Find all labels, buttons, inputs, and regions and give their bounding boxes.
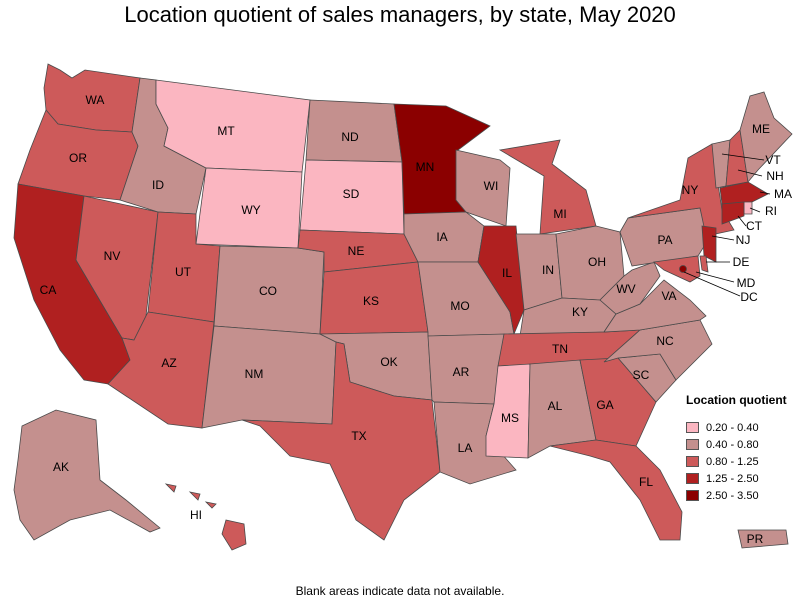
state-label-ms: MS <box>501 411 519 425</box>
state-label-mi: MI <box>553 207 566 221</box>
state-label-pr: PR <box>747 532 764 546</box>
state-label-nj: NJ <box>736 233 751 247</box>
legend-item: 0.40 - 0.80 <box>686 436 796 453</box>
legend-label: 1.25 - 2.50 <box>706 472 759 485</box>
state-tx[interactable] <box>241 341 441 541</box>
state-label-az: AZ <box>161 356 176 370</box>
state-label-sd: SD <box>343 187 360 201</box>
state-label-in: IN <box>542 263 554 277</box>
state-label-md: MD <box>737 276 756 290</box>
legend-item: 1.25 - 2.50 <box>686 470 796 487</box>
state-label-ca: CA <box>40 283 57 297</box>
state-label-ma: MA <box>774 187 792 201</box>
state-label-ky: KY <box>572 305 588 319</box>
state-labels: WA OR CA NV ID MT WY UT AZ CO NM ND SD NE KS OK TX MN IA MO… <box>40 93 792 546</box>
state-label-nv: NV <box>104 249 121 263</box>
state-label-nc: NC <box>656 334 674 348</box>
state-ak[interactable] <box>13 409 161 541</box>
state-label-al: AL <box>548 399 563 413</box>
state-label-vt: VT <box>765 153 781 167</box>
state-label-mo: MO <box>450 299 469 313</box>
legend-item: 0.20 - 0.40 <box>686 419 796 436</box>
legend: Location quotient 0.20 - 0.40 0.40 - 0.80… <box>686 393 796 504</box>
legend-label: 2.50 - 3.50 <box>706 489 759 502</box>
state-hi[interactable] <box>164 483 247 551</box>
state-label-id: ID <box>152 178 164 192</box>
state-in[interactable] <box>515 233 563 311</box>
state-label-wa: WA <box>86 93 105 107</box>
state-ma[interactable] <box>719 181 769 205</box>
state-label-wy: WY <box>241 203 260 217</box>
state-label-tx: TX <box>351 429 366 443</box>
state-label-fl: FL <box>639 475 653 489</box>
state-label-mn: MN <box>416 160 435 174</box>
state-label-ak: AK <box>53 460 69 474</box>
state-label-ar: AR <box>453 365 470 379</box>
state-label-ks: KS <box>363 294 379 308</box>
state-label-ok: OK <box>380 355 397 369</box>
leader-lines <box>683 153 771 297</box>
state-label-sc: SC <box>633 368 650 382</box>
state-label-or: OR <box>69 151 87 165</box>
state-ct[interactable] <box>721 201 745 225</box>
legend-swatch <box>686 456 699 467</box>
legend-swatch <box>686 439 699 450</box>
state-label-co: CO <box>259 284 277 298</box>
state-label-nd: ND <box>341 130 359 144</box>
state-fl[interactable] <box>549 439 683 541</box>
state-co[interactable] <box>213 245 325 335</box>
footnote: Blank areas indicate data not available. <box>295 584 505 598</box>
legend-swatch <box>686 490 699 501</box>
state-md[interactable] <box>653 255 701 283</box>
state-label-de: DE <box>733 255 750 269</box>
state-label-ia: IA <box>436 230 447 244</box>
state-label-hi: HI <box>190 508 202 522</box>
state-dc[interactable] <box>679 265 687 273</box>
state-label-mt: MT <box>217 124 235 138</box>
legend-label: 0.80 - 1.25 <box>706 455 759 468</box>
state-label-dc: DC <box>740 290 758 304</box>
state-mt[interactable] <box>155 79 311 173</box>
state-label-ct: CT <box>746 219 763 233</box>
state-label-nh: NH <box>766 169 783 183</box>
state-label-wi: WI <box>484 179 499 193</box>
legend-label: 0.40 - 0.80 <box>706 438 759 451</box>
state-label-me: ME <box>752 122 770 136</box>
state-label-tn: TN <box>552 342 568 356</box>
legend-swatch <box>686 473 699 484</box>
state-label-ne: NE <box>348 244 365 258</box>
state-label-il: IL <box>502 266 512 280</box>
legend-rows: 0.20 - 0.40 0.40 - 0.80 0.80 - 1.25 1.25 - … <box>686 419 796 504</box>
legend-item: 0.80 - 1.25 <box>686 453 796 470</box>
state-wv[interactable] <box>599 261 661 315</box>
state-nm[interactable] <box>201 325 337 429</box>
state-me[interactable] <box>739 91 793 183</box>
state-label-la: LA <box>458 441 473 455</box>
state-mi[interactable] <box>498 139 597 235</box>
state-label-ny: NY <box>682 183 699 197</box>
legend-label: 0.20 - 0.40 <box>706 421 759 434</box>
state-label-nm: NM <box>245 367 264 381</box>
legend-item: 2.50 - 3.50 <box>686 487 796 504</box>
state-label-oh: OH <box>588 255 606 269</box>
legend-title: Location quotient <box>686 393 787 407</box>
state-label-pa: PA <box>657 233 672 247</box>
state-label-ga: GA <box>596 398 613 412</box>
state-label-ri: RI <box>765 204 777 218</box>
state-pr[interactable] <box>737 529 789 549</box>
state-label-ut: UT <box>175 265 192 279</box>
legend-swatch <box>686 422 699 433</box>
map-title: Location quotient of sales managers, by … <box>124 2 676 27</box>
state-label-va: VA <box>661 289 676 303</box>
state-label-wv: WV <box>616 282 635 296</box>
state-de[interactable] <box>699 255 709 273</box>
